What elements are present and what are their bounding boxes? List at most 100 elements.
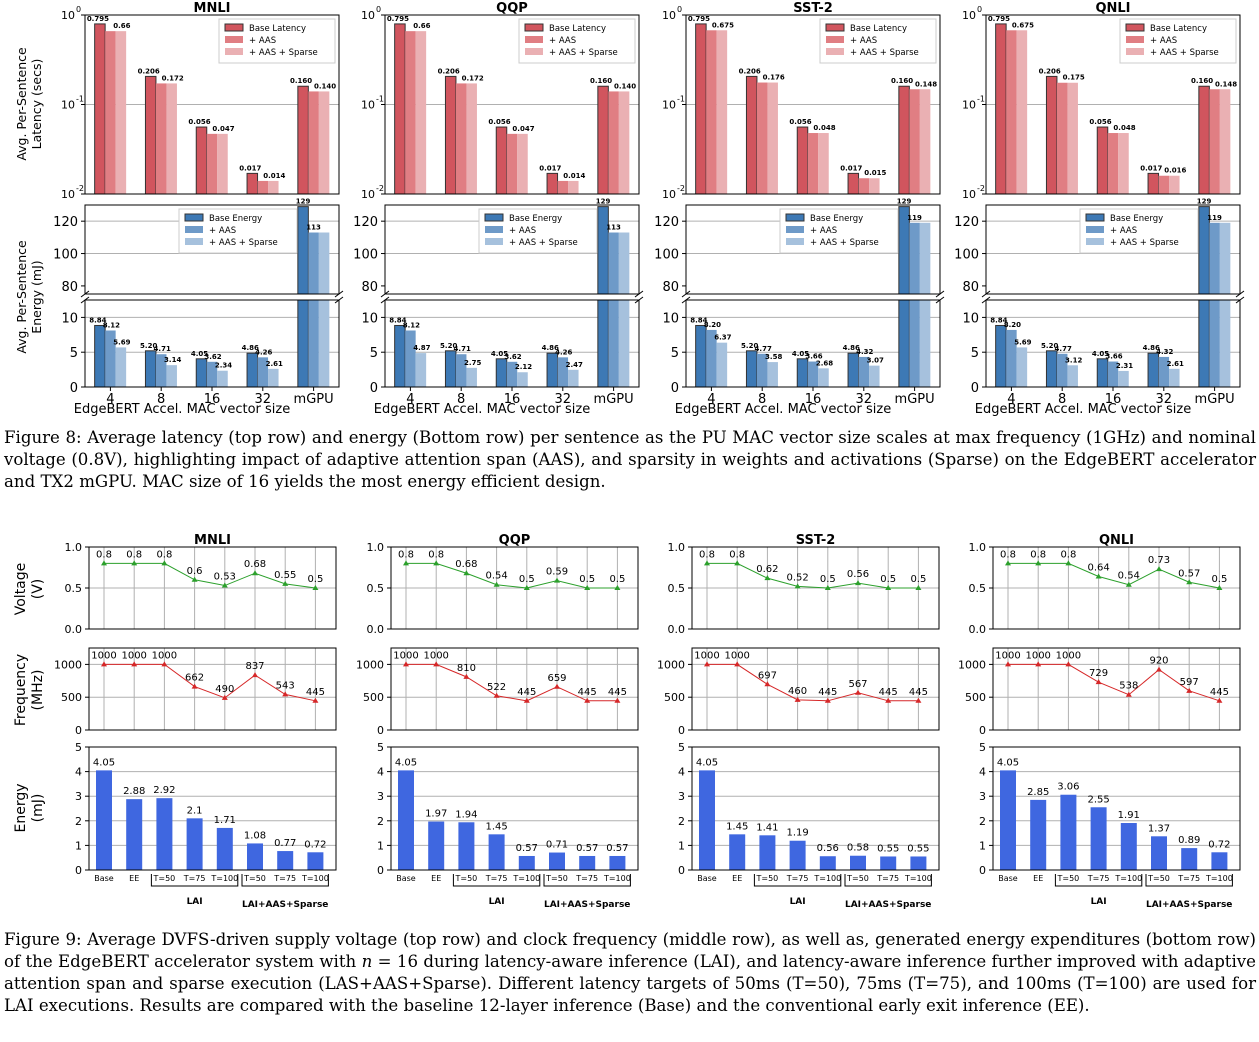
voltage-ytick-label: 0.0 <box>969 623 987 636</box>
energy-data-label: 4.05 <box>191 350 208 358</box>
voltage-ytick-label: 0.5 <box>668 582 686 595</box>
energy-ytick-label: 0 <box>70 381 78 396</box>
energy-lai-bar <box>579 855 596 870</box>
latency-bar <box>706 30 717 194</box>
energy-lai-xtick-label: T=50 <box>1057 874 1080 883</box>
energy-legend-label: Base Energy <box>209 214 262 224</box>
lai-group-label: LAI <box>790 897 806 907</box>
energy-ytick-label: 80 <box>61 280 78 295</box>
energy-lai-bar <box>428 821 445 870</box>
energy-lai-ytick-label: 0 <box>979 864 986 877</box>
energy-data-label: 4.05 <box>491 350 508 358</box>
energy-data-label: 5.20 <box>440 342 457 350</box>
latency-bar <box>144 75 157 195</box>
latency-bar <box>608 91 619 194</box>
energy-ytick-label: 100 <box>654 248 679 263</box>
axis-break-mark <box>334 296 344 304</box>
energy-lai-data-label: 1.37 <box>1148 823 1170 834</box>
energy-data-label: 8.20 <box>1004 321 1021 329</box>
energy-lai-axes-frame <box>992 746 1241 871</box>
latency-bar <box>1096 126 1109 195</box>
energy-bar <box>495 358 508 388</box>
energy-lai-bar <box>1120 823 1137 870</box>
energy-xtick-label: 16 <box>504 392 521 407</box>
energy-bar-lower <box>308 300 319 387</box>
energy-lai-ytick-label: 4 <box>678 766 685 779</box>
latency-ytick-exponent: -2 <box>376 184 384 193</box>
latency-data-label: 0.172 <box>162 74 184 82</box>
energy-lai-bar <box>186 818 203 870</box>
voltage-data-label: 0.57 <box>1178 568 1200 579</box>
latency-bar <box>415 31 427 194</box>
frequency-marker <box>1035 661 1042 667</box>
energy-ytick-label: 5 <box>370 346 378 361</box>
energy-data-label: 4.87 <box>413 344 430 352</box>
energy-bar <box>444 350 457 388</box>
latency-bar <box>405 31 416 194</box>
energy-lai-data-label: 2.88 <box>123 786 145 797</box>
energy-bar <box>807 361 819 387</box>
energy-data-label: 4.05 <box>792 350 809 358</box>
lai-aas-group-label: LAI+AAS+Sparse <box>242 900 328 910</box>
energy-lai-axes-frame <box>390 746 639 871</box>
energy-data-label: 8.12 <box>103 321 120 329</box>
voltage-data-label: 0.5 <box>880 574 896 585</box>
latency-legend-swatch <box>524 23 544 32</box>
latency-bar <box>818 133 829 194</box>
voltage-marker <box>764 575 771 581</box>
energy-data-label: 2.75 <box>464 359 481 367</box>
energy-data-label: 2.47 <box>566 361 583 369</box>
frequency-ytick-label: 1000 <box>958 658 986 671</box>
energy-legend-label: + AAS + Sparse <box>509 238 578 248</box>
energy-legend-swatch <box>184 213 204 222</box>
energy-bar-lower <box>898 299 910 388</box>
energy-legend-box <box>478 208 598 254</box>
energy-bar <box>1096 358 1109 388</box>
energy-bar <box>415 353 427 387</box>
energy-lai-ytick-label: 1 <box>377 839 384 852</box>
frequency-marker <box>915 697 922 703</box>
energy-lai-bar <box>1211 852 1228 870</box>
frequency-marker <box>764 681 771 687</box>
energy-legend-swatch <box>786 238 804 245</box>
latency-data-label: 0.016 <box>1164 167 1186 175</box>
voltage-marker <box>101 560 107 566</box>
frequency-data-label: 837 <box>245 661 264 672</box>
energy-lai-ytick-label: 2 <box>377 815 384 828</box>
energy-bar <box>847 352 860 388</box>
energy-lai-bar <box>819 856 836 870</box>
latency-bar <box>1169 175 1180 194</box>
energy-upper-frame <box>985 204 1241 295</box>
energy-lai-ytick-label: 3 <box>75 790 82 803</box>
frequency-data-label: 1000 <box>694 650 719 661</box>
latency-panel-title: QNLI <box>1095 1 1130 16</box>
energy-lai-bar <box>699 770 715 870</box>
latency-legend-label: + AAS + Sparse <box>850 48 919 58</box>
energy-lai-bar <box>96 770 112 870</box>
voltage-marker <box>855 580 861 586</box>
axis-break-mark <box>981 296 991 304</box>
frequency-data-label: 662 <box>185 673 204 684</box>
latency-bar <box>517 133 528 194</box>
energy-lai-data-label: 4.05 <box>395 757 417 768</box>
latency-ytick-exponent: -1 <box>76 95 84 104</box>
energy-legend-swatch <box>485 238 503 245</box>
energy-data-label: 113 <box>606 224 621 232</box>
voltage-ytick-label: 1.0 <box>668 541 686 554</box>
latency-bar <box>444 75 457 195</box>
energy-data-label: 5.69 <box>1014 338 1031 346</box>
energy-legend-swatch <box>786 226 804 233</box>
frequency-data-label: 567 <box>848 679 867 690</box>
energy-bar <box>858 356 870 387</box>
latency-data-label: 0.175 <box>1063 74 1085 82</box>
energy-data-label: 5.20 <box>1041 342 1058 350</box>
energy-lai-ytick-label: 3 <box>979 790 986 803</box>
voltage-ytick-label: 0.0 <box>668 623 686 636</box>
latency-bar <box>909 89 920 194</box>
latency-bar <box>858 178 870 194</box>
energy-lai-bar <box>518 855 535 870</box>
latency-legend-swatch <box>826 36 844 43</box>
energy-bar-lower <box>919 300 931 387</box>
latency-data-label: 0.206 <box>138 67 160 75</box>
